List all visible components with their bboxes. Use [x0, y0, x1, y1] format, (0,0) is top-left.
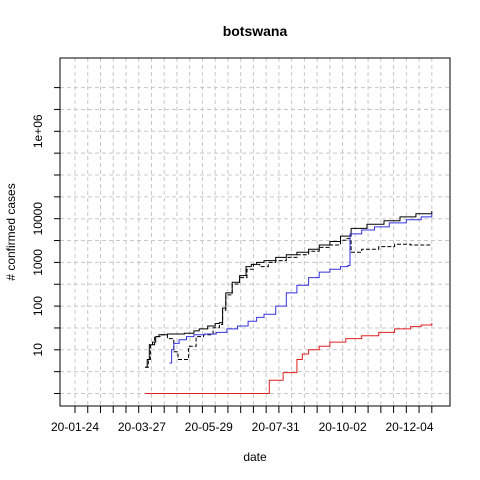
plot-frame	[59, 57, 451, 407]
y-axis-label: # confirmed cases	[4, 183, 18, 280]
chart-title: botswana	[223, 23, 288, 39]
x-tick-label: 20-12-04	[385, 420, 433, 434]
series-line-black-solid	[145, 211, 433, 368]
x-axis: 20-01-24 20-03-27 20-05-29 20-07-31 20-10-02…	[51, 406, 434, 434]
series-line-black-dashed	[145, 238, 432, 368]
grid	[60, 58, 450, 406]
x-axis-label: date	[243, 450, 267, 464]
x-tick-label: 20-03-27	[118, 420, 166, 434]
y-axis: 10 100 1000 10000 1e+06	[31, 87, 60, 394]
series-layer	[145, 211, 433, 394]
x-tick-label: 20-05-29	[185, 420, 233, 434]
series-line-blue-solid	[169, 213, 433, 364]
y-tick-label: 10000	[31, 202, 45, 236]
y-tick-label: 100	[31, 296, 45, 316]
y-tick-label: 10	[31, 343, 45, 357]
series-line-red-solid	[145, 323, 433, 394]
x-tick-label: 20-10-02	[319, 420, 367, 434]
x-tick-label: 20-01-24	[51, 420, 99, 434]
y-tick-label: 1000	[31, 249, 45, 276]
y-tick-label: 1e+06	[31, 114, 45, 148]
x-tick-label: 20-07-31	[252, 420, 300, 434]
